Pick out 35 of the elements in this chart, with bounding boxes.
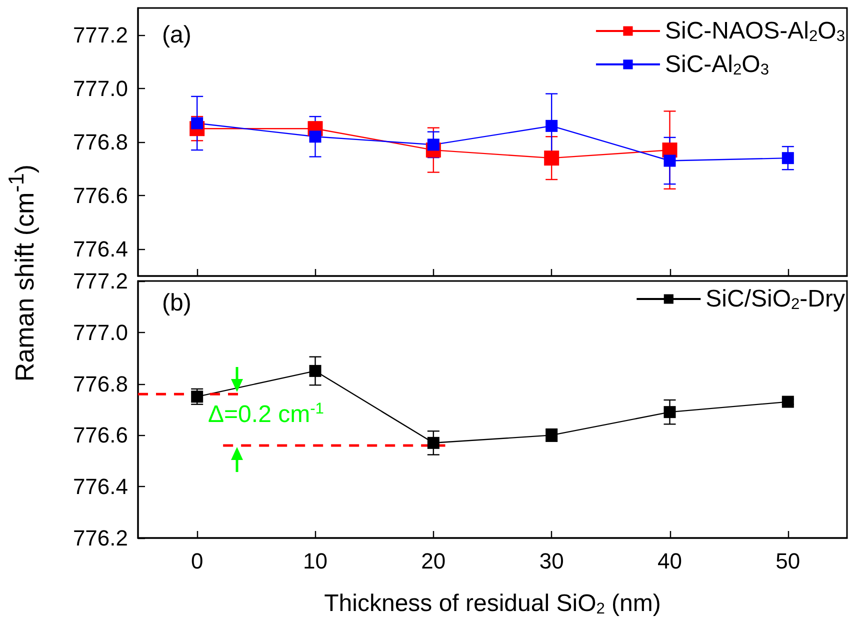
- legend-label: SiC-NAOS-Al2O3: [664, 18, 846, 45]
- y-tick-label: 777.0: [72, 76, 128, 101]
- y-tick-label: 776.8: [72, 371, 128, 396]
- point: [546, 120, 558, 132]
- y-tick-label: 777.0: [72, 320, 128, 345]
- y-tick-label: 776.2: [72, 526, 128, 550]
- y-tick-label: 776.6: [72, 422, 128, 448]
- legend-label: SiC-Al2O3: [664, 50, 770, 78]
- x-tick-label: 40: [658, 548, 682, 574]
- point: [427, 138, 440, 151]
- x-tick-label: 30: [539, 548, 564, 574]
- point: [664, 406, 676, 418]
- x-tick-label: 50: [776, 548, 800, 574]
- x-tick-label: 20: [421, 548, 446, 574]
- point: [309, 130, 322, 143]
- y-tick-label: 776.6: [72, 183, 128, 208]
- point: [544, 150, 560, 166]
- point: [191, 117, 204, 130]
- point: [427, 436, 440, 449]
- y-tick-label: 776.4: [72, 474, 128, 500]
- annotation: (a): [162, 22, 192, 48]
- point: [309, 364, 322, 377]
- point: [664, 154, 676, 167]
- point: [782, 152, 794, 164]
- y-tick-label: 776.8: [72, 130, 128, 154]
- y-tick-label: 777.2: [72, 268, 128, 294]
- x-axis-title: Thickness of residual SiO2 (nm): [324, 590, 661, 618]
- annotation: (b): [162, 290, 192, 316]
- point: [191, 390, 204, 403]
- x-tick-label: 10: [303, 548, 328, 574]
- legend-label: SiC/SiO2-Dry: [706, 286, 846, 313]
- x-tick-label: 0: [190, 548, 204, 574]
- y-tick-label: 776.4: [72, 236, 128, 262]
- point: [782, 396, 794, 408]
- y-tick-label: 777.2: [72, 22, 128, 48]
